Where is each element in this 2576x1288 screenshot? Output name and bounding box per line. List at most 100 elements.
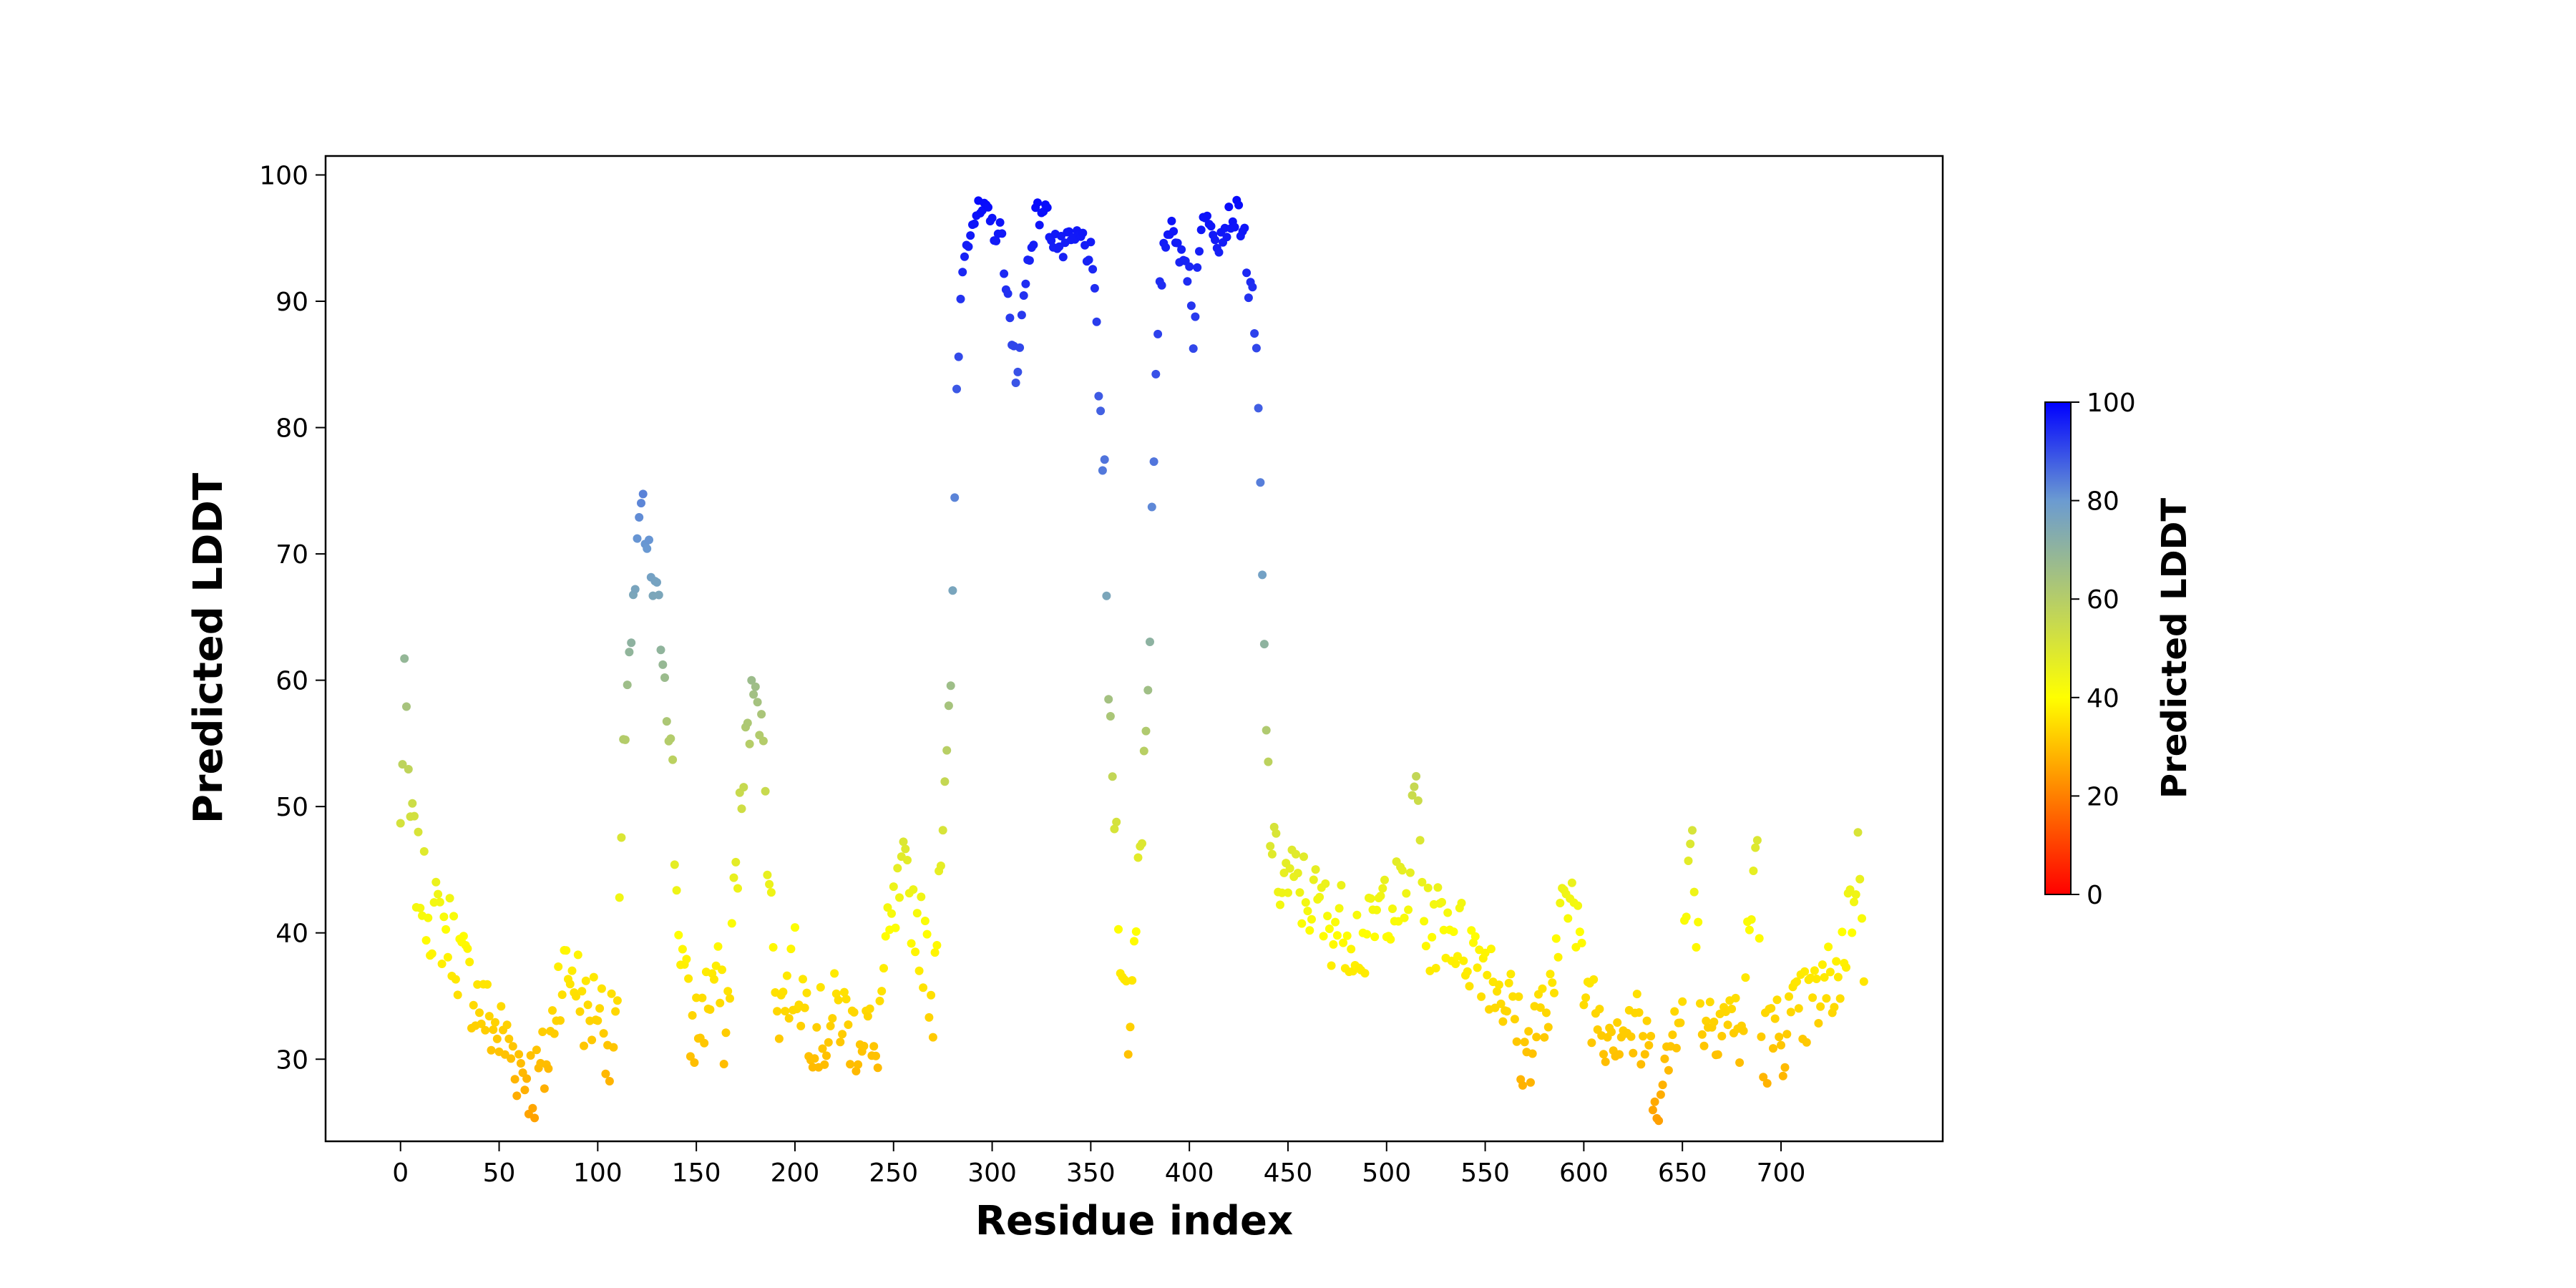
data-point bbox=[674, 930, 683, 940]
data-point bbox=[1810, 966, 1819, 975]
data-point bbox=[1563, 914, 1573, 923]
data-point bbox=[638, 489, 648, 499]
data-point bbox=[1632, 990, 1641, 999]
data-point bbox=[791, 923, 799, 932]
data-point bbox=[698, 993, 707, 1002]
data-point bbox=[1352, 910, 1362, 919]
data-point bbox=[1686, 839, 1695, 849]
data-point bbox=[398, 760, 407, 769]
data-point bbox=[615, 893, 624, 902]
data-point bbox=[1859, 977, 1868, 986]
data-point bbox=[1370, 932, 1380, 942]
data-point bbox=[1747, 915, 1756, 924]
data-point bbox=[1043, 203, 1052, 213]
data-point bbox=[710, 975, 718, 984]
data-point bbox=[763, 870, 772, 879]
data-point bbox=[520, 1085, 530, 1095]
data-point bbox=[1858, 914, 1866, 923]
data-point bbox=[924, 1013, 934, 1022]
data-point bbox=[1717, 1032, 1727, 1040]
data-point bbox=[459, 932, 468, 941]
data-point bbox=[1106, 712, 1115, 721]
data-point bbox=[1629, 1048, 1638, 1058]
data-point bbox=[753, 698, 762, 707]
data-point bbox=[1372, 905, 1381, 914]
data-point bbox=[938, 826, 947, 835]
data-point bbox=[1548, 978, 1557, 987]
data-point bbox=[548, 1006, 557, 1015]
data-point bbox=[1108, 772, 1117, 781]
data-point bbox=[1094, 391, 1103, 401]
data-point bbox=[1222, 233, 1231, 242]
data-point bbox=[489, 1025, 498, 1034]
data-point bbox=[1518, 1080, 1527, 1090]
data-point bbox=[1321, 879, 1330, 888]
data-point bbox=[737, 804, 746, 814]
data-point bbox=[1494, 980, 1503, 990]
data-point bbox=[1177, 245, 1186, 254]
x-tick-label: 150 bbox=[672, 1158, 721, 1188]
data-point bbox=[605, 1077, 614, 1085]
data-point bbox=[1084, 255, 1093, 265]
data-point bbox=[1689, 887, 1699, 897]
data-point bbox=[1853, 828, 1863, 837]
data-point bbox=[747, 675, 756, 685]
data-point bbox=[928, 1033, 937, 1042]
data-point bbox=[1327, 961, 1336, 970]
x-tick-label: 300 bbox=[967, 1158, 1017, 1188]
data-point bbox=[1147, 502, 1156, 512]
y-tick-label: 50 bbox=[275, 793, 308, 822]
y-axis: 30 40 50 60 70 80 90 100 bbox=[259, 161, 326, 1075]
data-point bbox=[891, 923, 900, 932]
colorbar-tick-label: 0 bbox=[2087, 881, 2103, 910]
x-axis-label: Residue index bbox=[975, 1198, 1293, 1244]
data-point bbox=[1532, 1033, 1541, 1042]
data-point bbox=[1376, 892, 1385, 901]
data-point bbox=[492, 1034, 502, 1043]
data-point bbox=[573, 950, 582, 960]
x-tick-label: 500 bbox=[1362, 1158, 1411, 1188]
data-point bbox=[1433, 883, 1443, 892]
data-point bbox=[617, 833, 626, 842]
data-point bbox=[1413, 796, 1423, 805]
data-point bbox=[1759, 1073, 1768, 1082]
data-point bbox=[881, 932, 890, 941]
data-point bbox=[774, 1034, 784, 1043]
data-point bbox=[1252, 343, 1261, 353]
data-point bbox=[1639, 1032, 1648, 1041]
data-point bbox=[583, 1000, 592, 1010]
data-point bbox=[919, 983, 928, 992]
data-point bbox=[727, 919, 736, 928]
data-point bbox=[863, 1012, 872, 1021]
data-point bbox=[875, 996, 884, 1005]
data-point bbox=[1161, 243, 1171, 252]
data-point bbox=[627, 638, 636, 648]
data-point bbox=[1769, 1044, 1777, 1053]
data-point bbox=[952, 384, 961, 394]
colorbar-label: Predicted LDDT bbox=[2155, 498, 2195, 799]
data-point bbox=[1459, 956, 1468, 965]
data-point bbox=[751, 682, 760, 691]
data-point bbox=[1682, 912, 1691, 922]
data-point bbox=[487, 1045, 496, 1055]
data-point bbox=[758, 736, 768, 746]
data-point bbox=[1808, 993, 1818, 1002]
data-point bbox=[733, 884, 742, 893]
data-point bbox=[599, 1029, 608, 1038]
data-point bbox=[1668, 1030, 1677, 1040]
data-point bbox=[1248, 283, 1257, 292]
data-point bbox=[887, 909, 896, 918]
data-point bbox=[841, 995, 851, 1004]
data-point bbox=[1000, 269, 1009, 278]
x-tick-label: 450 bbox=[1264, 1158, 1313, 1188]
data-point bbox=[743, 718, 752, 728]
data-point bbox=[849, 1008, 859, 1017]
y-tick-label: 100 bbox=[259, 161, 308, 190]
data-point bbox=[1670, 1007, 1679, 1016]
data-point bbox=[987, 213, 997, 223]
data-point bbox=[404, 765, 413, 774]
data-point bbox=[1800, 967, 1810, 976]
data-point bbox=[1855, 874, 1865, 884]
data-point bbox=[1092, 317, 1101, 326]
